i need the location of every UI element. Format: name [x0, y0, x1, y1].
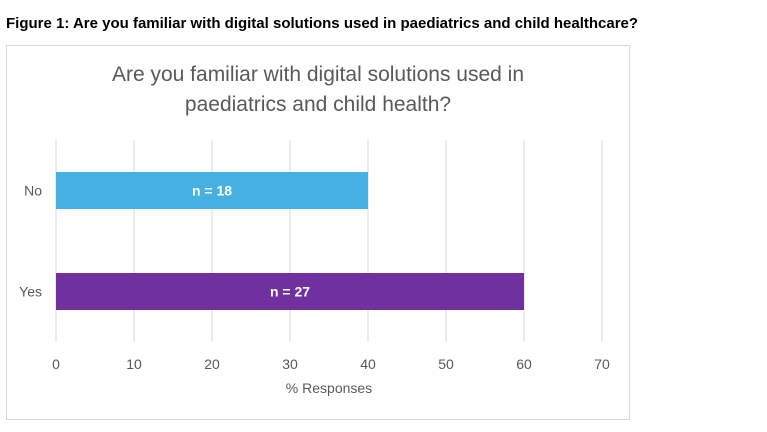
chart-frame: [6, 45, 630, 420]
figure-caption: Figure 1: Are you familiar with digital …: [6, 15, 639, 32]
bar-yes: [56, 273, 524, 310]
data-label: n = 27: [270, 284, 310, 300]
x-tick-label: 40: [360, 356, 376, 372]
x-tick-label: 20: [204, 356, 220, 372]
chart-title-line: paediatrics and child health?: [185, 93, 451, 116]
x-tick-label: 50: [438, 356, 454, 372]
bar-no: [56, 172, 368, 209]
x-tick-label: 60: [516, 356, 532, 372]
x-axis-label: % Responses: [286, 380, 372, 396]
y-tick-label: No: [24, 183, 42, 199]
x-tick-label: 0: [52, 356, 60, 372]
chart-title-line: Are you familiar with digital solutions …: [112, 63, 524, 86]
x-tick-label: 30: [282, 356, 298, 372]
x-tick-label: 70: [594, 356, 610, 372]
x-tick-label: 10: [126, 356, 142, 372]
data-label: n = 18: [192, 183, 232, 199]
y-tick-label: Yes: [19, 284, 42, 300]
